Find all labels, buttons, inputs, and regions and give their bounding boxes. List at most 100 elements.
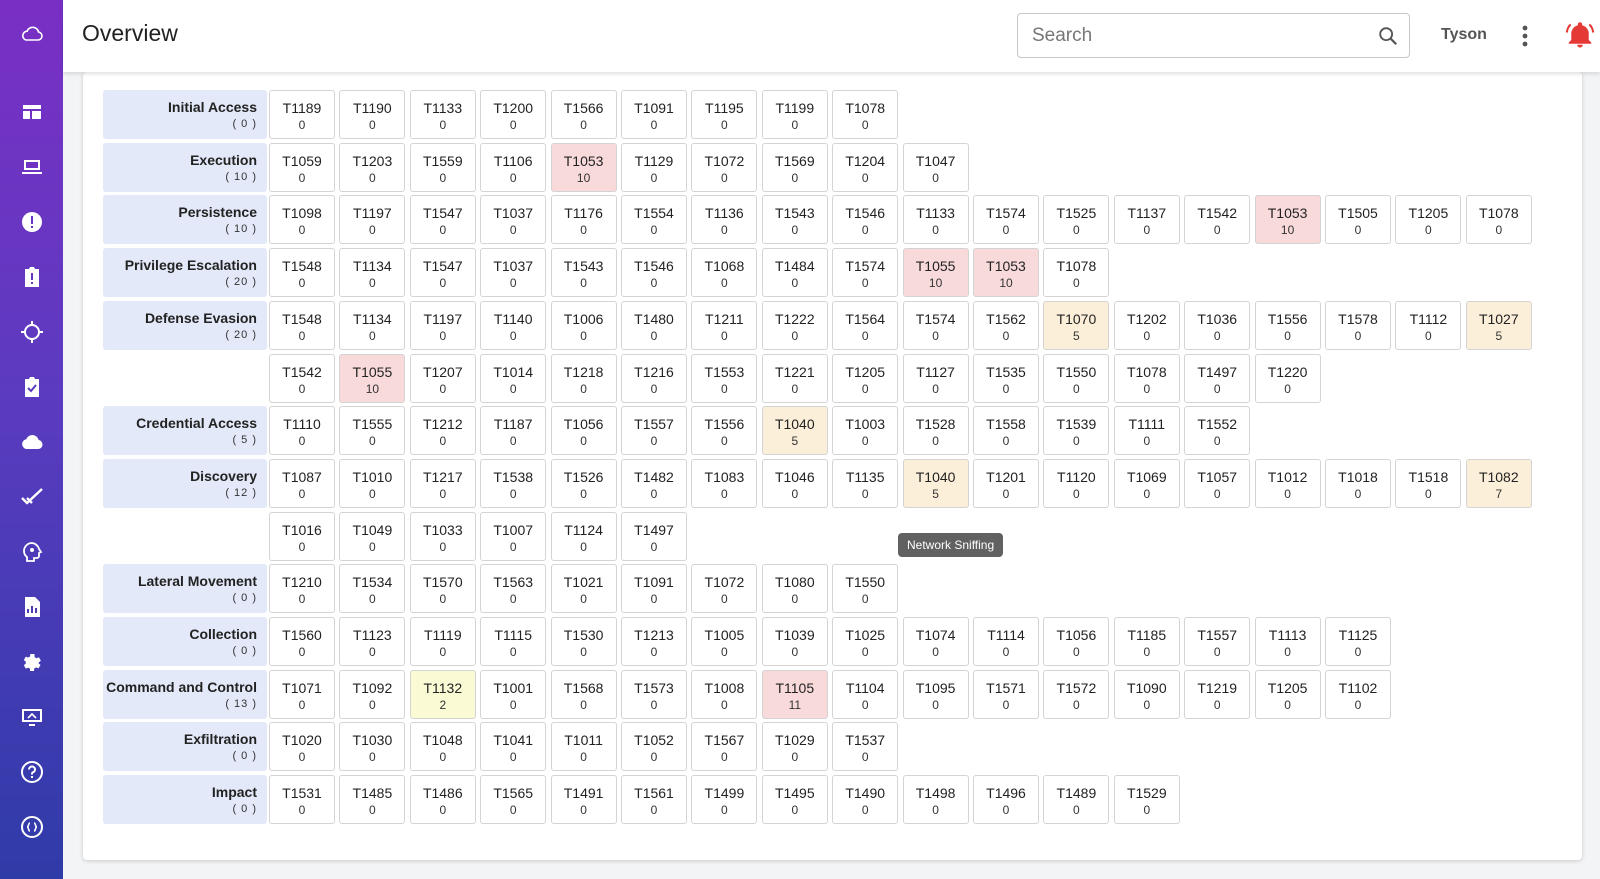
incidents-icon[interactable] (14, 259, 50, 295)
technique-cell[interactable]: T1217 0 (409, 458, 476, 508)
technique-cell[interactable]: T1491 0 (550, 775, 617, 825)
search-icon[interactable] (1377, 25, 1399, 47)
technique-cell[interactable]: T1563 0 (480, 564, 547, 614)
technique-cell[interactable]: T1518 0 (1395, 458, 1462, 508)
technique-cell[interactable]: T1566 0 (550, 90, 617, 139)
technique-cell[interactable]: T1021 0 (550, 564, 617, 614)
tactic-header[interactable]: Privilege Escalation ( 20 ) (103, 248, 267, 298)
tactic-header[interactable]: Credential Access ( 5 ) (103, 406, 267, 456)
technique-cell[interactable]: T1497 0 (621, 511, 687, 561)
technique-cell[interactable]: T1056 0 (1043, 617, 1110, 666)
technique-cell[interactable]: T1041 0 (480, 722, 547, 772)
technique-cell[interactable]: T1112 0 (1395, 300, 1462, 350)
technique-cell[interactable]: T1133 0 (409, 90, 476, 139)
technique-cell[interactable]: T1003 0 (832, 406, 899, 456)
devices-icon[interactable] (14, 149, 50, 185)
search-input[interactable] (1032, 24, 1352, 48)
technique-cell[interactable]: T1087 0 (269, 458, 335, 508)
technique-cell[interactable]: T1535 0 (973, 353, 1039, 403)
technique-cell[interactable]: T1140 0 (480, 300, 547, 350)
technique-cell[interactable]: T1133 0 (902, 195, 969, 245)
technique-cell[interactable]: T1489 0 (1043, 775, 1110, 825)
technique-cell[interactable]: T1040 5 (761, 406, 828, 456)
technique-cell[interactable]: T1027 5 (1465, 300, 1532, 350)
technique-cell[interactable]: T1083 0 (691, 458, 758, 508)
technique-cell[interactable]: T1072 0 (691, 142, 758, 192)
technique-cell[interactable]: T1547 0 (409, 248, 476, 298)
technique-cell[interactable]: T1568 0 (550, 669, 617, 719)
technique-cell[interactable]: T1195 0 (691, 90, 758, 139)
technique-cell[interactable]: T1020 0 (269, 722, 335, 772)
technique-cell[interactable]: T1132 2 (409, 669, 476, 719)
technique-cell[interactable]: T1553 0 (691, 353, 758, 403)
technique-cell[interactable]: T1213 0 (621, 617, 687, 666)
technique-cell[interactable]: T1014 0 (480, 353, 547, 403)
technique-cell[interactable]: T1029 0 (761, 722, 828, 772)
technique-cell[interactable]: T1550 0 (832, 564, 899, 614)
technique-cell[interactable]: T1550 0 (1043, 353, 1110, 403)
technique-cell[interactable]: T1569 0 (761, 142, 828, 192)
technique-cell[interactable]: T1497 0 (1184, 353, 1251, 403)
technique-cell[interactable]: T1556 0 (691, 406, 758, 456)
technique-cell[interactable]: T1090 0 (1113, 669, 1180, 719)
technique-cell[interactable]: T1135 0 (832, 458, 899, 508)
technique-cell[interactable]: T1201 0 (973, 458, 1039, 508)
technique-cell[interactable]: T1567 0 (691, 722, 758, 772)
technique-cell[interactable]: T1574 0 (832, 248, 899, 298)
technique-cell[interactable]: T1005 0 (691, 617, 758, 666)
technique-cell[interactable]: T1222 0 (761, 300, 828, 350)
tactic-header[interactable]: Exfiltration ( 0 ) (103, 722, 267, 772)
technique-cell[interactable]: T1543 0 (761, 195, 828, 245)
technique-cell[interactable]: T1185 0 (1113, 617, 1180, 666)
technique-cell[interactable]: T1534 0 (339, 564, 406, 614)
technique-cell[interactable]: T1016 0 (269, 511, 335, 561)
technique-cell[interactable]: T1078 0 (1043, 248, 1110, 298)
technique-cell[interactable]: T1114 0 (973, 617, 1039, 666)
tactic-header[interactable]: Impact ( 0 ) (103, 775, 267, 825)
technique-cell[interactable]: T1025 0 (832, 617, 899, 666)
technique-cell[interactable]: T1539 0 (1043, 406, 1110, 456)
technique-cell[interactable]: T1010 0 (339, 458, 406, 508)
technique-cell[interactable]: T1552 0 (1184, 406, 1251, 456)
technique-cell[interactable]: T1127 0 (902, 353, 969, 403)
technique-cell[interactable]: T1119 0 (409, 617, 476, 666)
technique-cell[interactable]: T1091 0 (621, 564, 687, 614)
technique-cell[interactable]: T1078 0 (1113, 353, 1180, 403)
remote-desktop-icon[interactable] (14, 699, 50, 735)
tactic-header[interactable]: Initial Access ( 0 ) (103, 90, 267, 139)
technique-cell[interactable]: T1561 0 (621, 775, 687, 825)
dashboard-icon[interactable] (14, 94, 50, 130)
threat-hunt-icon[interactable] (14, 314, 50, 350)
technique-cell[interactable]: T1202 0 (1113, 300, 1180, 350)
tactic-header[interactable]: Discovery ( 12 ) (103, 458, 267, 508)
technique-cell[interactable]: T1212 0 (409, 406, 476, 456)
technique-cell[interactable]: T1018 0 (1325, 458, 1391, 508)
technique-cell[interactable]: T1059 0 (269, 142, 335, 192)
technique-cell[interactable]: T1006 0 (550, 300, 617, 350)
technique-cell[interactable]: T1001 0 (480, 669, 547, 719)
help-icon[interactable] (14, 754, 50, 790)
technique-cell[interactable]: T1548 0 (269, 248, 335, 298)
technique-cell[interactable]: T1187 0 (480, 406, 547, 456)
reports-icon[interactable] (14, 589, 50, 625)
technique-cell[interactable]: T1037 0 (480, 248, 547, 298)
technique-cell[interactable]: T1205 0 (832, 353, 899, 403)
technique-cell[interactable]: T1125 0 (1325, 617, 1391, 666)
technique-cell[interactable]: T1574 0 (902, 300, 969, 350)
checks-icon[interactable] (14, 479, 50, 515)
technique-cell[interactable]: T1531 0 (269, 775, 335, 825)
technique-cell[interactable]: T1573 0 (621, 669, 687, 719)
technique-cell[interactable]: T1490 0 (832, 775, 899, 825)
technique-cell[interactable]: T1078 0 (1465, 195, 1532, 245)
cloud-icon[interactable] (14, 424, 50, 460)
technique-cell[interactable]: T1069 0 (1113, 458, 1180, 508)
technique-cell[interactable]: T1011 0 (550, 722, 617, 772)
technique-cell[interactable]: T1068 0 (691, 248, 758, 298)
technique-cell[interactable]: T1542 0 (1184, 195, 1251, 245)
user-name[interactable]: Tyson (1441, 26, 1487, 43)
tactic-header[interactable]: Execution ( 10 ) (103, 142, 267, 192)
technique-cell[interactable]: T1056 0 (550, 406, 617, 456)
technique-cell[interactable]: T1204 0 (832, 142, 899, 192)
technique-cell[interactable]: T1036 0 (1184, 300, 1251, 350)
alerts-icon[interactable] (14, 204, 50, 240)
